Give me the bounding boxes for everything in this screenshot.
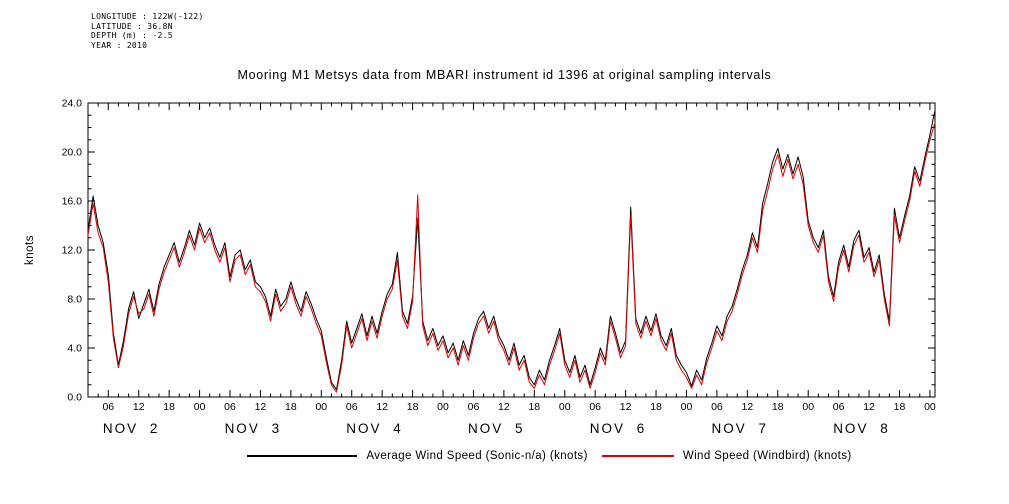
x-tick-label: 00 — [802, 401, 814, 413]
metadata-block: LONGITUDE : 122W(-122) LATITUDE : 36.8N … — [91, 12, 204, 50]
x-tick-label: 06 — [711, 401, 723, 413]
legend-line-windbird — [601, 455, 674, 457]
y-tick-label: 4.0 — [67, 343, 82, 355]
x-day-label: NOV 4 — [346, 421, 403, 436]
x-tick-label: 12 — [741, 401, 753, 413]
x-day-label: NOV 2 — [103, 421, 160, 436]
chart-title: Mooring M1 Metsys data from MBARI instru… — [237, 68, 772, 82]
x-tick-label: 06 — [102, 401, 114, 413]
x-tick-label: 00 — [315, 401, 327, 413]
legend-label-sonic: Average Wind Speed (Sonic-n/a) (knots) — [366, 450, 588, 462]
x-tick-label: 00 — [194, 401, 206, 413]
x-day-label: NOV 8 — [833, 421, 890, 436]
x-day-label: NOV 6 — [590, 421, 647, 436]
x-tick-label: 18 — [407, 401, 419, 413]
x-tick-label: 06 — [224, 401, 236, 413]
x-tick-label: 12 — [620, 401, 632, 413]
meta-latitude: LATITUDE : 36.8N — [91, 21, 173, 31]
x-tick-label: 18 — [894, 401, 906, 413]
x-tick-label: 06 — [589, 401, 601, 413]
x-day-label: NOV 7 — [711, 421, 768, 436]
x-tick-label: 06 — [346, 401, 358, 413]
x-tick-label: 12 — [255, 401, 267, 413]
meta-year: YEAR : 2010 — [91, 40, 148, 50]
legend-line-sonic — [247, 455, 358, 457]
y-tick-label: 12.0 — [62, 245, 83, 257]
y-tick-label: 8.0 — [67, 294, 82, 306]
series-sonic-line — [87, 109, 936, 391]
x-tick-label: 12 — [133, 401, 145, 413]
x-tick-label: 12 — [498, 401, 510, 413]
x-tick-label: 00 — [559, 401, 571, 413]
x-tick-label: 06 — [833, 401, 845, 413]
x-tick-label: 12 — [863, 401, 875, 413]
y-tick-label: 24.0 — [62, 98, 83, 110]
x-day-label: NOV 3 — [225, 421, 282, 436]
x-tick-label: 00 — [924, 401, 936, 413]
y-tick-label: 20.0 — [62, 147, 83, 159]
x-tick-label: 18 — [285, 401, 297, 413]
x-tick-label: 18 — [772, 401, 784, 413]
meta-depth: DEPTH (m) : -2.5 — [91, 31, 173, 40]
x-tick-label: 18 — [163, 401, 175, 413]
x-tick-label: 00 — [437, 401, 449, 413]
x-tick-label: 18 — [650, 401, 662, 413]
x-day-label: NOV 5 — [468, 421, 525, 436]
x-tick-label: 18 — [528, 401, 540, 413]
legend-label-windbird: Wind Speed (Windbird) (knots) — [682, 450, 852, 462]
legend: Average Wind Speed (Sonic-n/a) (knots) W… — [90, 450, 1009, 462]
series-windbird-line — [87, 122, 936, 393]
y-tick-label: 0.0 — [67, 392, 82, 404]
x-tick-label: 06 — [468, 401, 480, 413]
y-tick-label: 16.0 — [62, 196, 83, 208]
x-tick-label: 00 — [681, 401, 693, 413]
x-tick-label: 12 — [376, 401, 388, 413]
meta-longitude: LONGITUDE : 122W(-122) — [91, 12, 204, 21]
